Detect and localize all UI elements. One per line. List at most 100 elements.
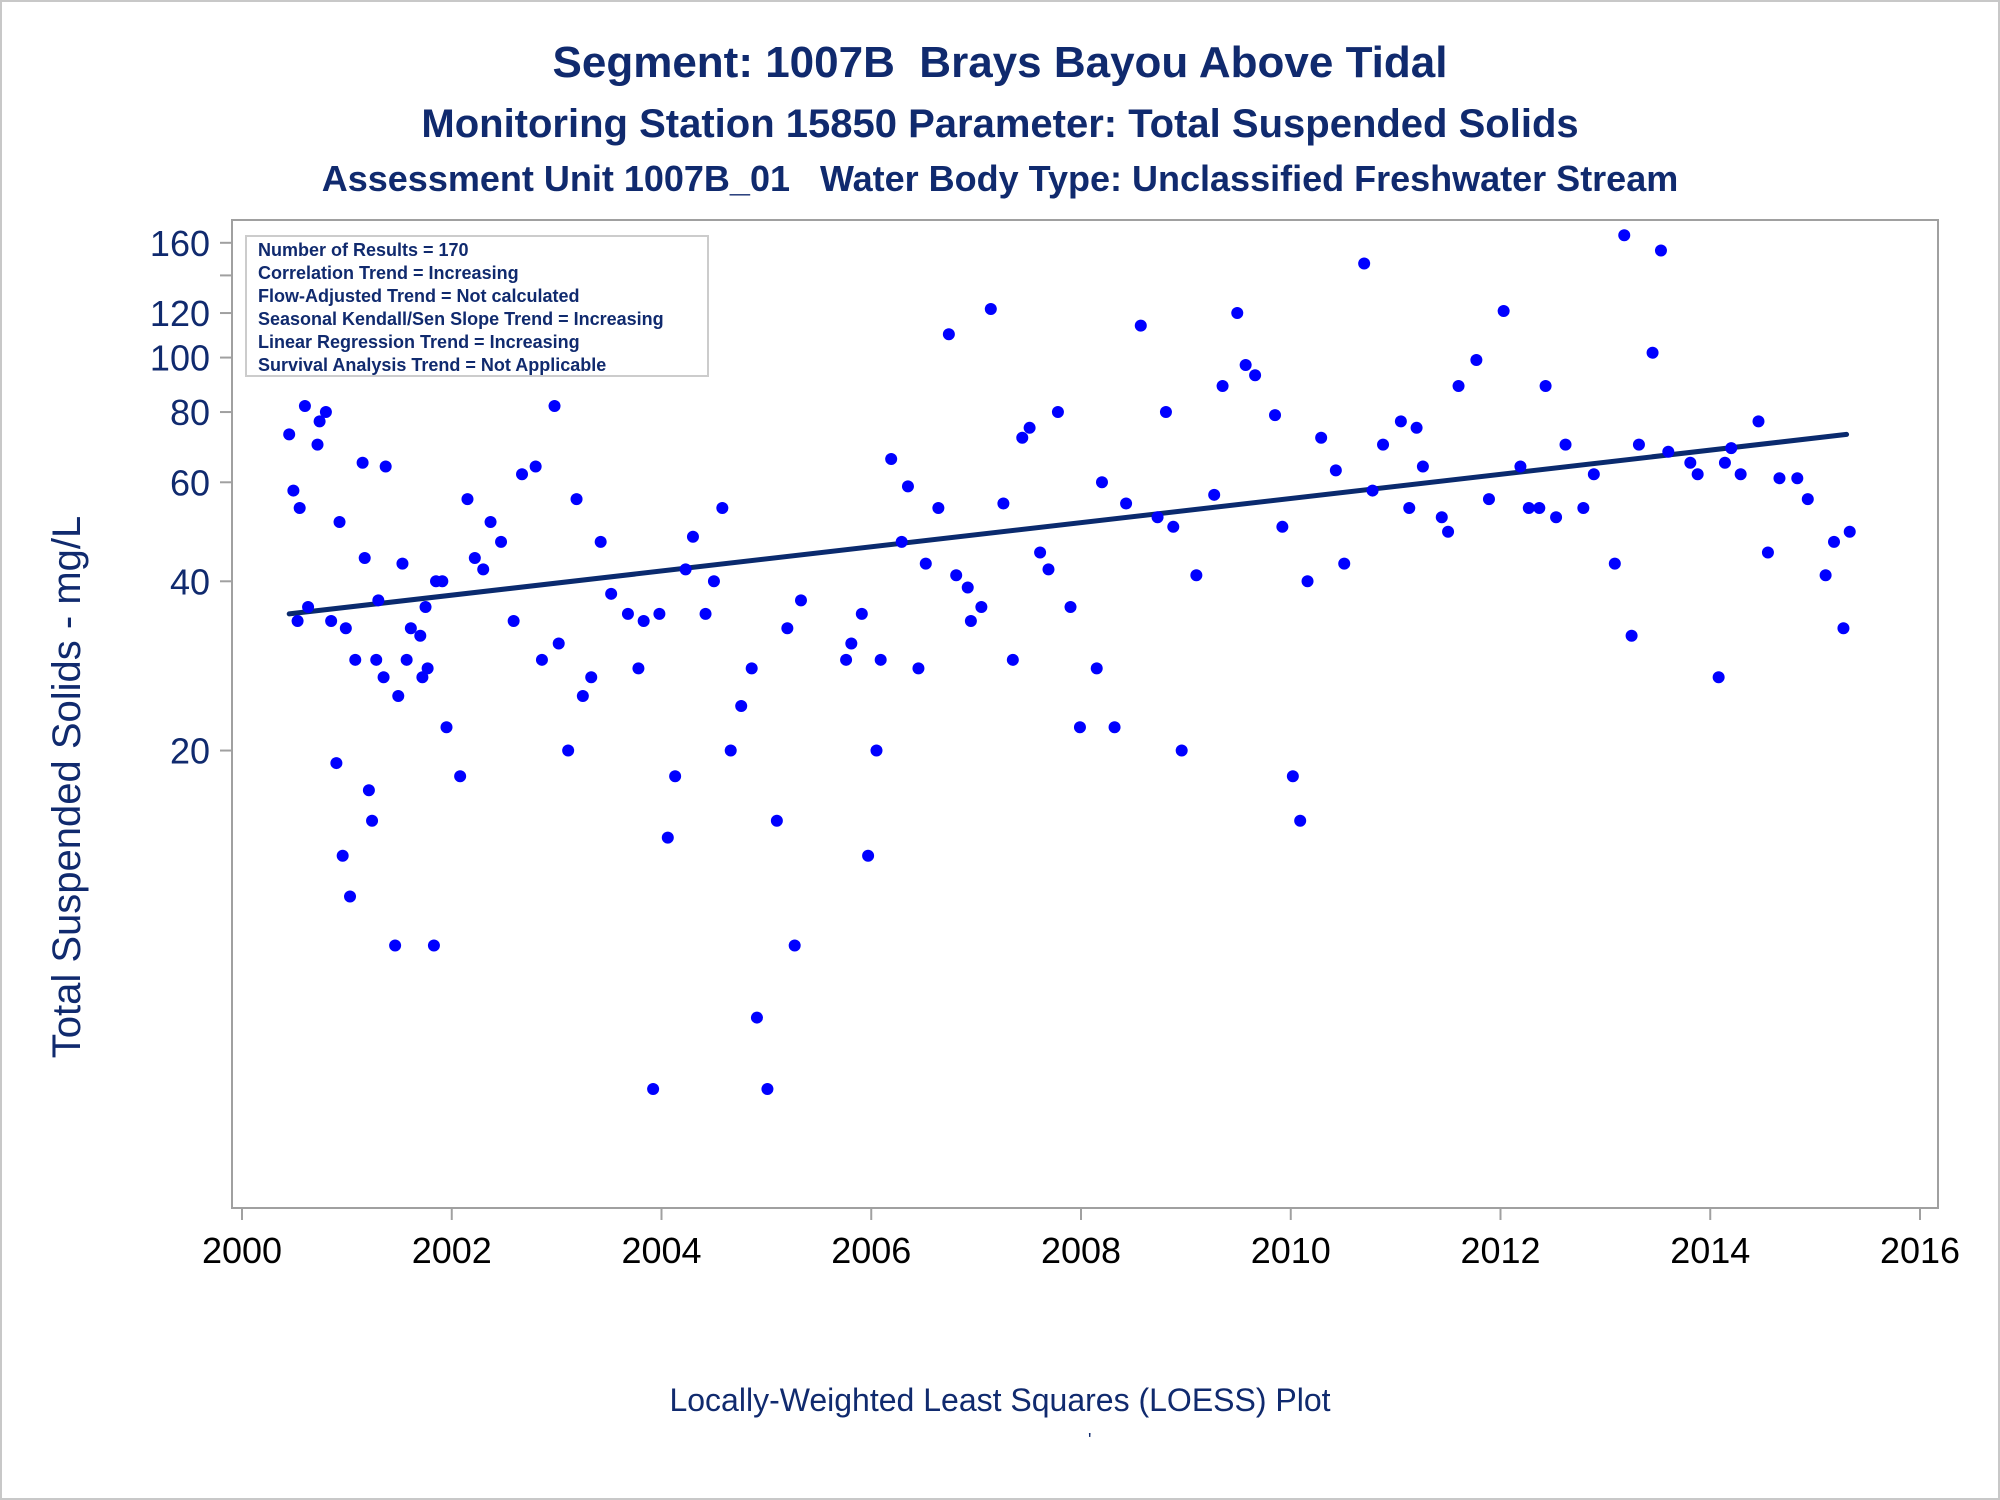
data-point (1051, 406, 1064, 419)
data-point (356, 456, 369, 469)
data-point (964, 614, 977, 627)
data-point (1632, 438, 1645, 451)
data-point (1023, 421, 1036, 434)
data-point (950, 569, 963, 582)
data-point (427, 939, 440, 952)
data-point (377, 671, 390, 684)
data-point (1761, 546, 1774, 559)
data-point (1514, 460, 1527, 473)
y-tick-label: 80 (170, 392, 210, 433)
data-point (653, 607, 666, 620)
data-point (1550, 511, 1563, 524)
data-point (366, 814, 379, 827)
data-point (1559, 438, 1572, 451)
data-point (1315, 431, 1328, 444)
data-point (745, 662, 758, 675)
x-tick-label: 2004 (621, 1230, 701, 1271)
data-point (912, 662, 925, 675)
data-point (686, 530, 699, 543)
data-point (942, 328, 955, 341)
data-point (647, 1083, 660, 1096)
data-point (333, 515, 346, 528)
data-point (389, 939, 402, 952)
data-point (632, 662, 645, 675)
data-point (311, 438, 324, 451)
data-point (1773, 472, 1786, 485)
x-tick-label: 2012 (1460, 1230, 1540, 1271)
data-point (885, 453, 898, 466)
data-point (661, 831, 674, 844)
y-tick-label: 160 (150, 223, 210, 264)
data-point (1269, 409, 1282, 422)
data-point (707, 575, 720, 588)
data-point (1108, 721, 1121, 734)
data-point (396, 557, 409, 570)
data-point (1416, 460, 1429, 473)
data-point (1435, 511, 1448, 524)
data-point (1752, 415, 1765, 428)
data-point (761, 1083, 774, 1096)
y-tick-label: 20 (170, 731, 210, 772)
data-point (932, 502, 945, 515)
data-point (298, 400, 311, 413)
data-point (735, 700, 748, 713)
data-point (1497, 305, 1510, 318)
data-point (1718, 456, 1731, 469)
data-point (1410, 421, 1423, 434)
data-point (1175, 744, 1188, 757)
data-point (669, 770, 682, 783)
data-point (1366, 484, 1379, 497)
data-point (1301, 575, 1314, 588)
data-point (855, 607, 868, 620)
data-point (750, 1011, 763, 1024)
data-point (1618, 229, 1631, 242)
data-point (421, 662, 434, 675)
chart-title: Segment: 1007B Brays Bayou Above Tidal (552, 38, 1448, 87)
data-point (461, 493, 474, 506)
data-point (1095, 476, 1108, 489)
data-point (1120, 497, 1133, 510)
data-point (724, 744, 737, 757)
data-point (1276, 520, 1289, 533)
data-point (1646, 346, 1659, 359)
data-point (997, 497, 1010, 510)
data-point (870, 744, 883, 757)
data-point (594, 535, 607, 548)
x-tick-label: 2016 (1880, 1230, 1960, 1271)
x-tick-label: 2002 (412, 1230, 492, 1271)
data-point (1208, 488, 1221, 501)
data-point (372, 594, 385, 607)
data-point (495, 535, 508, 548)
data-point (468, 552, 481, 565)
data-point (1577, 502, 1590, 515)
data-point (1837, 622, 1850, 635)
footnote-mark: ' (1088, 1430, 1092, 1450)
data-point (379, 460, 392, 473)
data-point (516, 468, 529, 481)
data-point (1016, 431, 1029, 444)
x-tick-label: 2008 (1041, 1230, 1121, 1271)
stats-legend-line: Seasonal Kendall/Sen Slope Trend = Incre… (258, 309, 664, 329)
data-point (699, 607, 712, 620)
data-point (1608, 557, 1621, 570)
chart-subtitle-2: Assessment Unit 1007B_01 Water Body Type… (321, 158, 1679, 199)
data-point (339, 622, 352, 635)
data-point (330, 757, 343, 770)
data-point (961, 581, 974, 594)
data-point (1662, 445, 1675, 458)
x-tick-label: 2006 (831, 1230, 911, 1271)
data-point (1239, 359, 1252, 372)
y-tick-label: 120 (150, 293, 210, 334)
data-point (770, 814, 783, 827)
data-point (1329, 464, 1342, 477)
data-point (1034, 546, 1047, 559)
chart-footnote: Locally-Weighted Least Squares (LOESS) P… (669, 1382, 1331, 1418)
data-point (1691, 468, 1704, 481)
data-point (1286, 770, 1299, 783)
data-point (1819, 569, 1832, 582)
data-point (1249, 369, 1262, 382)
chart-subtitle: Monitoring Station 15850 Parameter: Tota… (421, 102, 1579, 146)
data-point (716, 502, 729, 515)
data-point (1403, 502, 1416, 515)
